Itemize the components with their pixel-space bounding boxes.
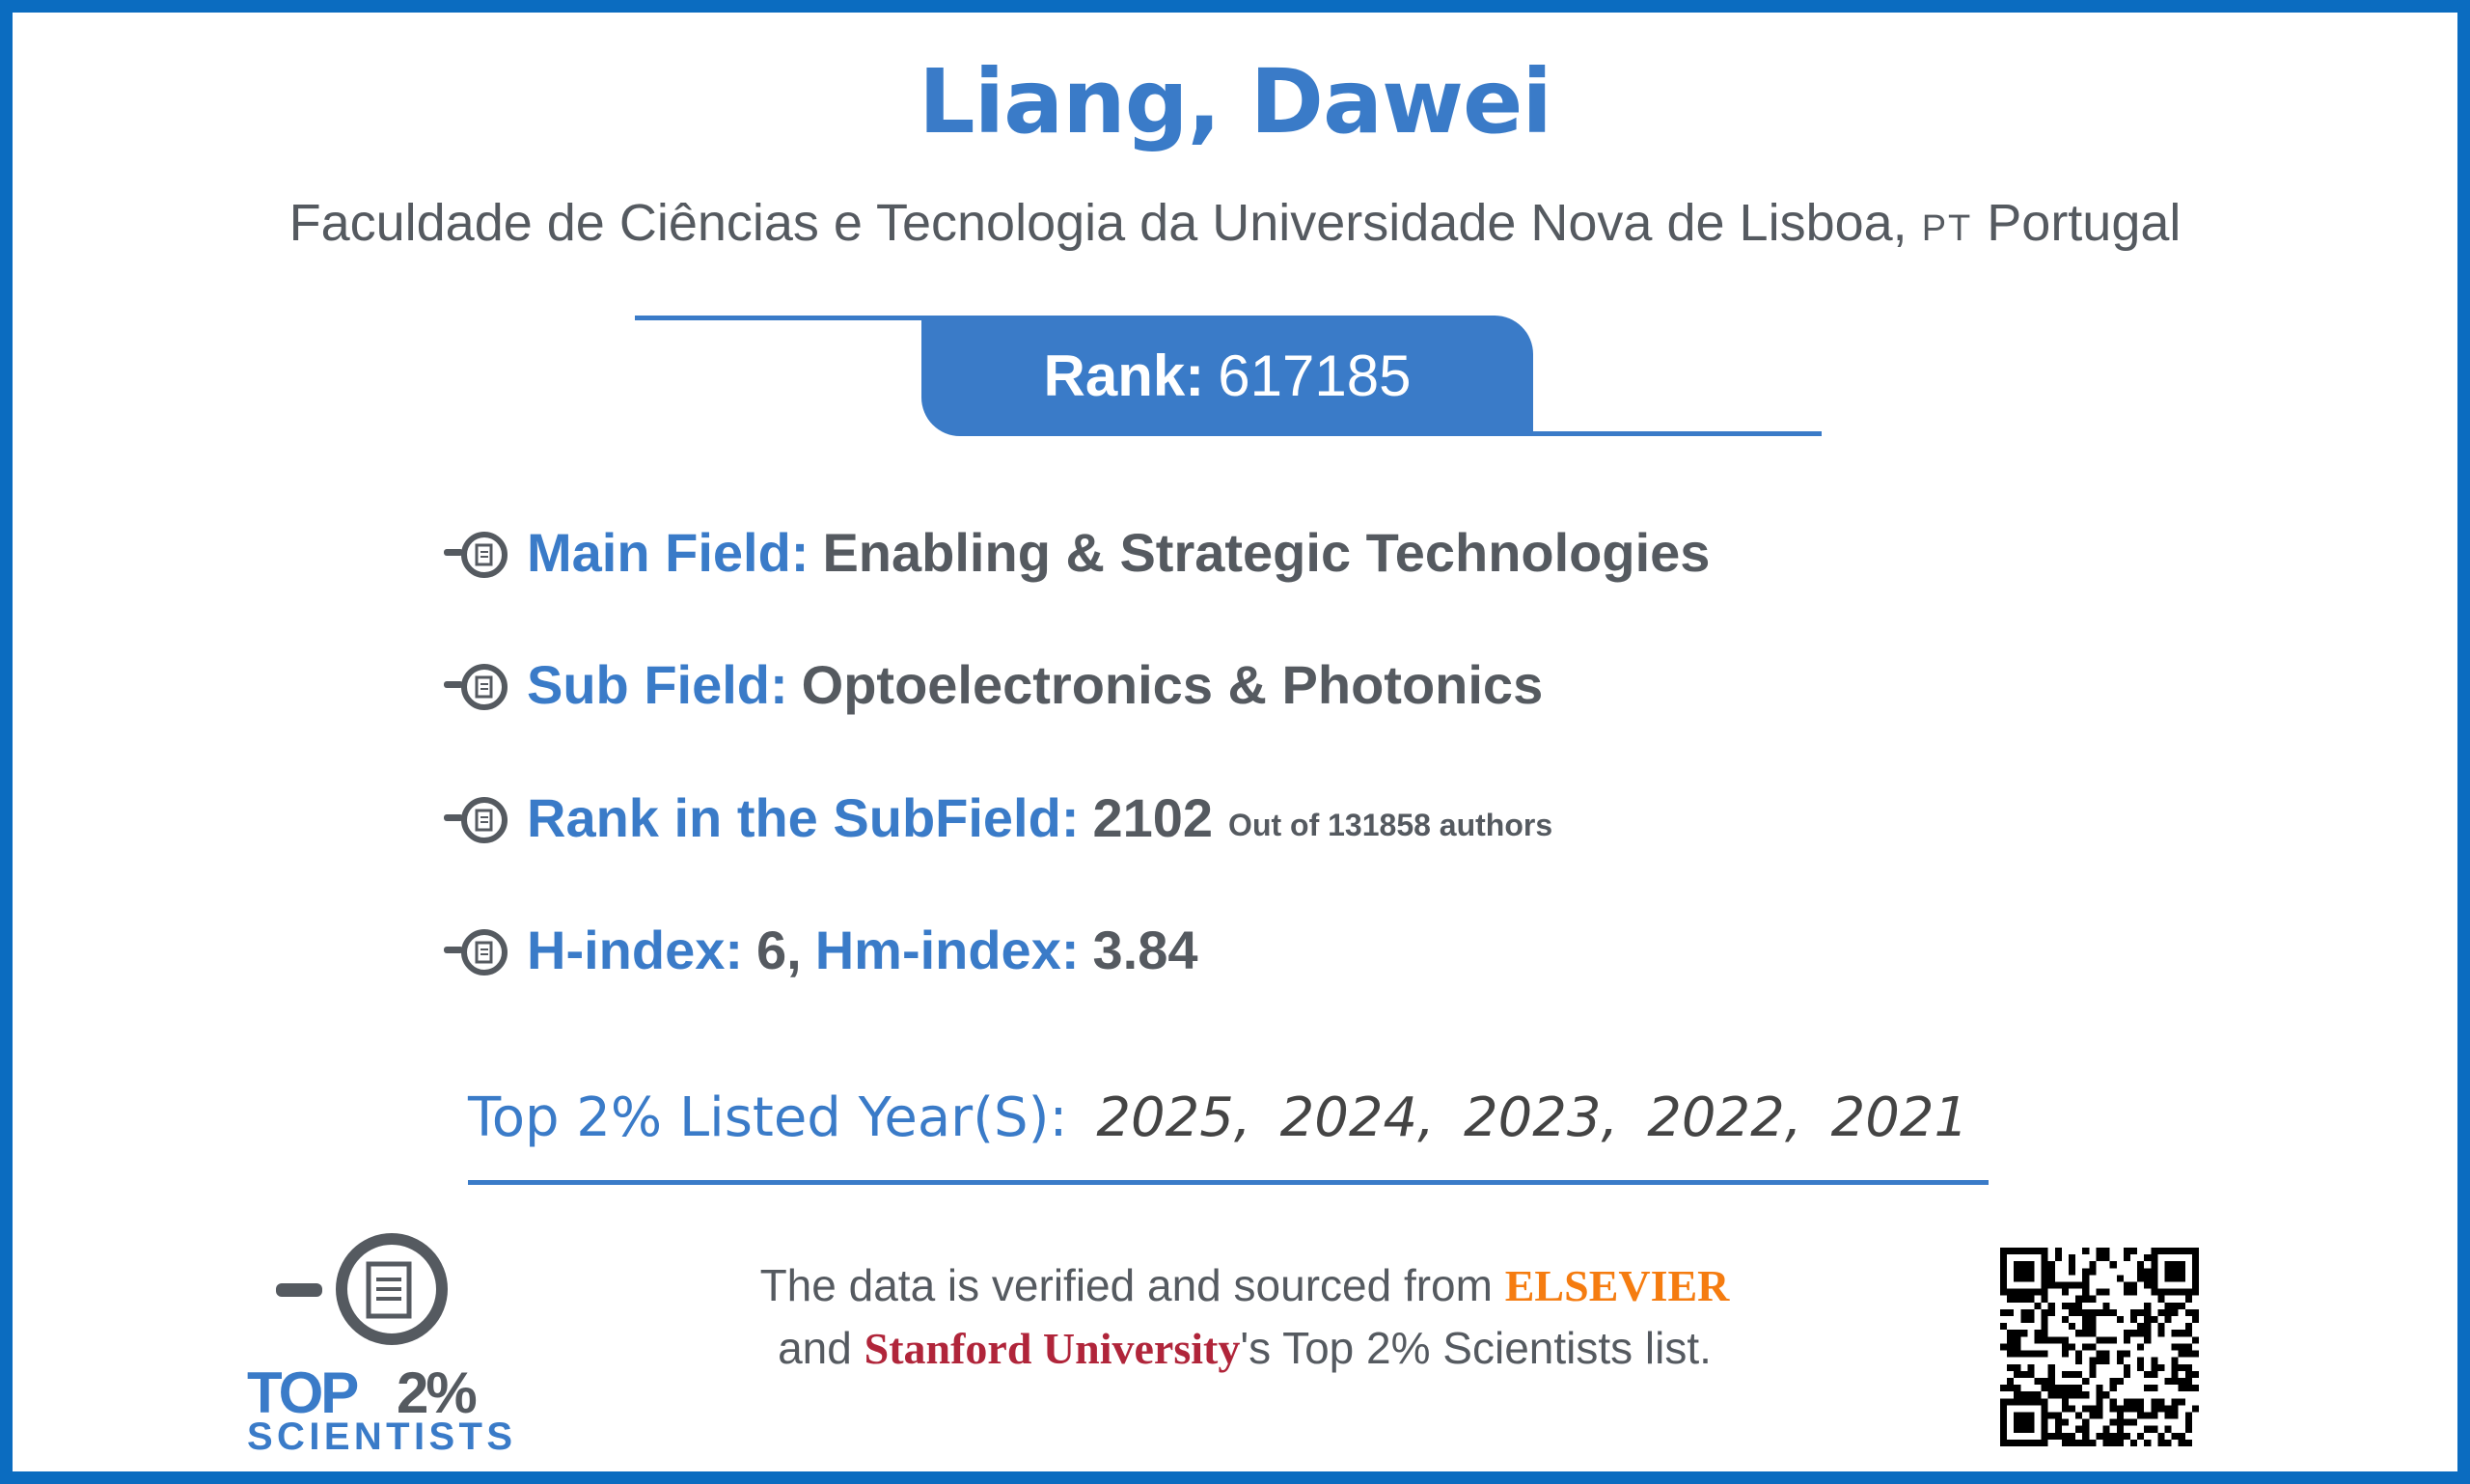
magnifier-document-icon — [444, 928, 508, 976]
country: Portugal — [1987, 194, 2182, 252]
listed-years-label: Top 2% Listed Year(S): — [468, 1086, 1068, 1149]
country-code: PT — [1921, 208, 1973, 249]
h-index-value: 6, — [756, 920, 802, 980]
year: 2022, — [1647, 1086, 1802, 1149]
footer-line-2: and Stanford University's Top 2% Scienti… — [675, 1322, 1814, 1374]
subfield-rank-note: Out of 131858 authors — [1228, 808, 1553, 842]
affiliation-text: Faculdade de Ciências e Tecnologia da Un… — [288, 194, 1907, 252]
subfield-rank-label: Rank in the SubField: — [527, 787, 1080, 848]
footer-text: The data is verified and sourced from — [759, 1260, 1505, 1310]
h-index: H-index: 6, Hm-index: 3.84 — [442, 919, 1198, 981]
rank-value: 617185 — [1218, 344, 1412, 408]
logo-pct: 2% — [397, 1360, 476, 1425]
year: 2024, — [1279, 1086, 1435, 1149]
magnifier-document-icon — [444, 663, 508, 710]
scientist-name: Liang, Dawei — [919, 50, 1552, 153]
footer-text: and — [778, 1323, 864, 1373]
sub-field: Sub Field: Optoelectronics & Photonics — [442, 653, 1543, 716]
hm-index-label: Hm-index: — [814, 920, 1080, 980]
magnifier-document-icon — [444, 796, 508, 843]
footer-line-1: The data is verified and sourced from EL… — [675, 1259, 1814, 1311]
subfield-rank: Rank in the SubField: 2102 Out of 131858 a… — [442, 786, 1552, 849]
year: 2025, — [1096, 1086, 1251, 1149]
logo-top: TOP — [247, 1360, 357, 1425]
years-underline — [468, 1180, 1989, 1185]
qr-code[interactable] — [1998, 1248, 2201, 1446]
top2-scientists-logo: TOP 2% SCIENTISTS — [247, 1233, 512, 1457]
sub-field-value: Optoelectronics & Photonics — [801, 654, 1544, 715]
main-field-label: Main Field: — [527, 522, 810, 583]
hm-index-value: 3.84 — [1092, 920, 1198, 980]
listed-years: Top 2% Listed Year(S): 2025, 2024, 2023, 202… — [468, 1086, 1968, 1149]
magnifier-document-icon — [444, 531, 508, 578]
footer-text: 's Top 2% Scientists list. — [1240, 1323, 1712, 1373]
divider-left — [635, 316, 924, 320]
elsevier-link: ELSEVIER — [1504, 1261, 1730, 1310]
divider-right — [1529, 431, 1822, 436]
affiliation: Faculdade de Ciências e Tecnologia da Un… — [0, 193, 2470, 253]
year: 2023, — [1463, 1086, 1619, 1149]
sub-field-label: Sub Field: — [527, 654, 788, 715]
main-field-value: Enabling & Strategic Technologies — [822, 522, 1711, 583]
h-index-label: H-index: — [527, 920, 743, 980]
rank-label: Rank: — [1043, 344, 1205, 408]
year: 2021 — [1830, 1086, 1969, 1149]
main-field: Main Field: Enabling & Strategic Technolo… — [442, 521, 1710, 584]
subfield-rank-value: 2102 — [1092, 787, 1214, 848]
stanford-link: Stanford University — [864, 1324, 1241, 1373]
logo-sub: SCIENTISTS — [247, 1415, 512, 1457]
rank-badge: Rank: 617185 — [921, 316, 1533, 436]
